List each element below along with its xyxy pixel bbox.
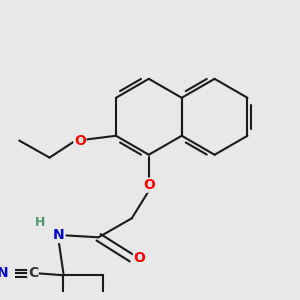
Text: C: C	[28, 266, 38, 280]
Text: O: O	[134, 251, 145, 265]
Text: N: N	[53, 228, 64, 242]
Text: O: O	[143, 178, 155, 192]
Text: O: O	[74, 134, 86, 148]
Text: N: N	[0, 266, 8, 280]
Text: H: H	[34, 216, 45, 229]
